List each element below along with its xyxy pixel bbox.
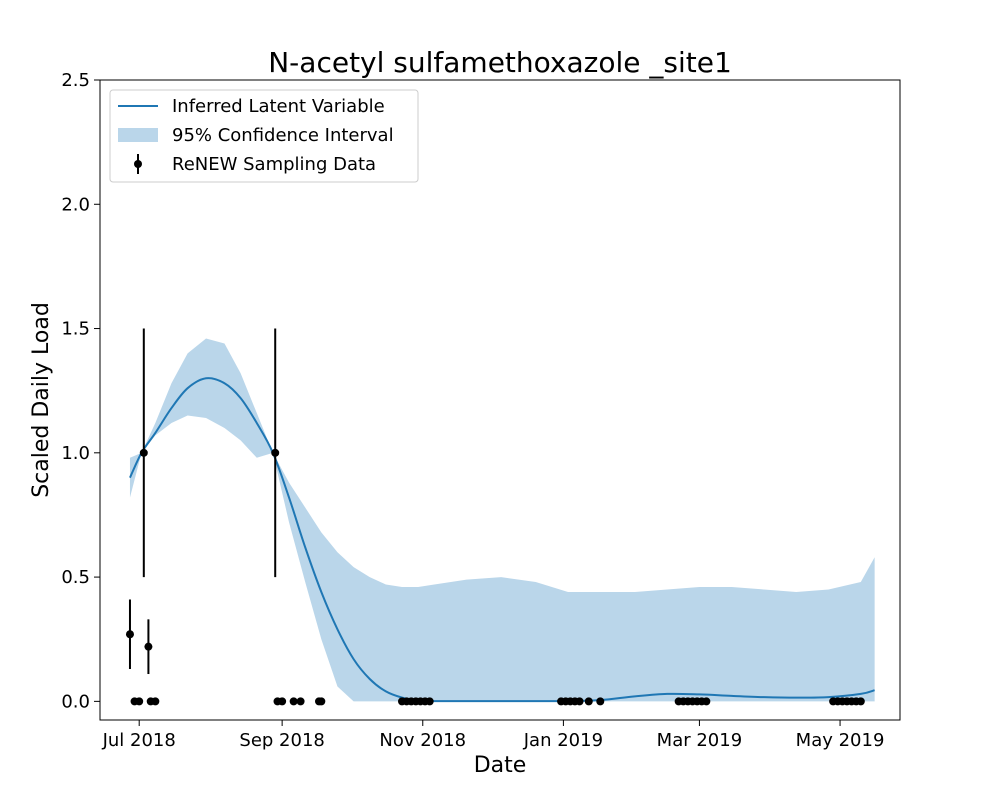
x-tick-label: Mar 2019 — [657, 730, 743, 751]
sample-point — [135, 697, 144, 706]
legend-box — [109, 89, 419, 183]
chart-title: N-acetyl sulfamethoxazole _site1 — [268, 46, 732, 79]
legend-label: ReNEW Sampling Data — [172, 154, 376, 175]
confidence-band — [129, 338, 875, 702]
sample-point — [425, 697, 434, 706]
axes-frame — [99, 79, 901, 721]
y-tick-label: 2.0 — [61, 194, 90, 215]
sample-point — [278, 697, 287, 706]
legend-label: Inferred Latent Variable — [172, 96, 385, 117]
y-tick-label: 2.5 — [61, 70, 90, 91]
sample-point — [144, 642, 153, 651]
y-tick-label: 0.5 — [61, 567, 90, 588]
x-tick-label: Nov 2018 — [379, 730, 466, 751]
series-line-latent — [129, 377, 875, 703]
sample-point — [151, 697, 160, 706]
sample-point — [296, 697, 305, 706]
sample-point — [289, 697, 298, 706]
sample-point — [596, 697, 605, 706]
y-tick-label: 1.0 — [61, 443, 90, 464]
y-tick-label: 1.5 — [61, 319, 90, 340]
sample-point — [702, 697, 711, 706]
legend: Inferred Latent Variable 95% Confidence I… — [109, 89, 419, 183]
sample-point — [317, 697, 326, 706]
sample-point — [575, 697, 584, 706]
plot-area — [125, 328, 875, 706]
sample-point — [139, 448, 148, 457]
sample-point — [856, 697, 865, 706]
x-tick-label: Jan 2019 — [523, 730, 603, 751]
sample-point — [271, 448, 280, 457]
x-tick-label: Sep 2018 — [239, 730, 324, 751]
sample-point — [584, 697, 593, 706]
y-tick-label: 0.0 — [61, 691, 90, 712]
x-axis-label: Date — [474, 753, 527, 778]
y-axis-label: Scaled Daily Load — [29, 302, 54, 498]
x-tick-label: May 2019 — [796, 730, 885, 751]
legend-swatch-point — [134, 160, 142, 168]
sample-point — [125, 630, 134, 639]
legend-label: 95% Confidence Interval — [172, 125, 394, 146]
x-tick-label: Jul 2018 — [102, 730, 176, 751]
legend-swatch-band — [118, 128, 158, 142]
axes: Jul 2018 Sep 2018 Nov 2018 Jan 2019 Mar 2019… — [61, 70, 901, 751]
